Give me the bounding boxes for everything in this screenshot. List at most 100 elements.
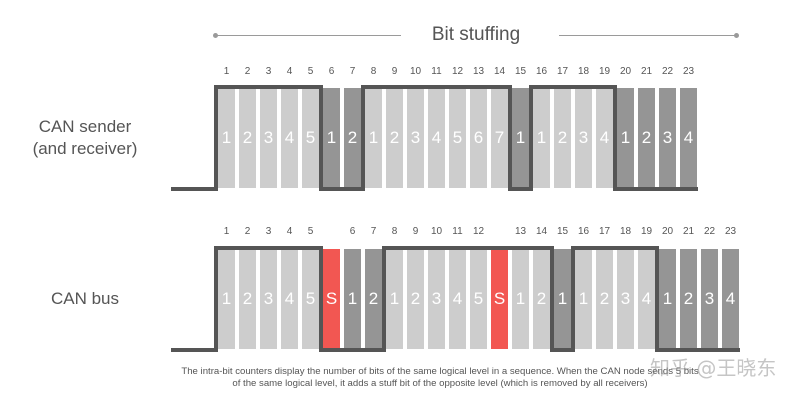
- recessive-bit: 1: [386, 249, 403, 349]
- bit-index-label: 14: [535, 226, 548, 237]
- bit-counter: 1: [326, 128, 337, 147]
- sender-row-label: CAN sender (and receiver): [10, 116, 160, 160]
- dominant-bit: 2: [680, 249, 697, 349]
- bus-waveform-line: [171, 246, 740, 352]
- bit-index-label: 14: [493, 66, 506, 77]
- bus-row-label: CAN bus: [50, 289, 120, 308]
- dominant-bit: 1: [512, 88, 529, 188]
- bit-counter: 1: [557, 289, 568, 308]
- dominant-bit: 1: [344, 249, 361, 349]
- bit-index-label: 11: [452, 226, 463, 237]
- bit-counter: 4: [641, 289, 652, 308]
- title-line-right: [559, 35, 737, 36]
- bit-index-label: 2: [244, 226, 251, 237]
- dominant-bit: 4: [722, 249, 739, 349]
- bit-index-label: 11: [431, 66, 442, 77]
- recessive-bit: 3: [428, 249, 445, 349]
- bit-index-label: 18: [577, 66, 590, 77]
- bit-index-label: 18: [619, 226, 632, 237]
- recessive-bit: 3: [575, 88, 592, 188]
- recessive-bit: 1: [365, 88, 382, 188]
- bit-index-label: 12: [472, 226, 485, 237]
- bit-counter: 1: [662, 289, 673, 308]
- bit-counter: 1: [221, 289, 232, 308]
- bit-index-label: 15: [556, 226, 569, 237]
- bit-counter: 2: [641, 128, 652, 147]
- diagram-title: Bit stuffing: [431, 24, 521, 45]
- bit-counter: 5: [473, 289, 484, 308]
- bit-index-label: 20: [661, 226, 674, 237]
- recessive-bit: 1: [533, 88, 550, 188]
- stuff-bit: S: [491, 249, 508, 349]
- bit-counter: 5: [305, 128, 316, 147]
- bit-counter: 4: [683, 128, 694, 147]
- bit-counter: S: [325, 289, 338, 308]
- bit-counter: 2: [347, 128, 358, 147]
- recessive-bit: 1: [218, 249, 235, 349]
- bit-index-label: 12: [451, 66, 464, 77]
- caption-line1: The intra-bit counters display the numbe…: [181, 366, 699, 377]
- recessive-bit: 2: [407, 249, 424, 349]
- bit-index-label: 9: [412, 226, 419, 237]
- bit-index-label: 4: [286, 66, 293, 77]
- bit-counter: 2: [368, 289, 379, 308]
- bit-index-label: 4: [286, 226, 293, 237]
- bit-counter: 1: [368, 128, 379, 147]
- dominant-bit: 2: [365, 249, 382, 349]
- recessive-bit: 6: [470, 88, 487, 188]
- recessive-bit: 5: [302, 88, 319, 188]
- title-line-left: [215, 35, 401, 36]
- dominant-bit: 1: [617, 88, 634, 188]
- recessive-bit: 5: [449, 88, 466, 188]
- bit-index-label: 17: [598, 226, 611, 237]
- bit-index-label: 20: [619, 66, 632, 77]
- bit-index-label: 22: [703, 226, 716, 237]
- title-line-right-dot: [734, 33, 739, 38]
- bit-counter: 4: [284, 289, 295, 308]
- bit-counter: 3: [704, 289, 715, 308]
- dominant-bit: 1: [323, 88, 340, 188]
- bit-counter: 1: [515, 289, 526, 308]
- bit-index-label: 23: [724, 226, 737, 237]
- sender-waveform-line: [171, 85, 698, 191]
- bit-index-label: 8: [391, 226, 398, 237]
- bit-counter: 4: [431, 128, 442, 147]
- title-header: Bit stuffing: [213, 24, 739, 48]
- bit-index-label: 23: [682, 66, 695, 77]
- bit-counter: 6: [473, 128, 484, 147]
- bit-counter: 3: [431, 289, 442, 308]
- bit-index-label: 5: [307, 226, 314, 237]
- bit-counter: 3: [410, 128, 421, 147]
- bit-index-label: 19: [598, 66, 611, 77]
- bit-index-label: 21: [640, 66, 653, 77]
- bit-counter: 1: [347, 289, 358, 308]
- recessive-bit: 4: [281, 88, 298, 188]
- bit-index-label: 15: [514, 66, 527, 77]
- bit-index-label: 13: [472, 66, 485, 77]
- bit-counter: 2: [683, 289, 694, 308]
- recessive-bit: 3: [260, 88, 277, 188]
- bit-counter: 5: [452, 128, 463, 147]
- bit-index-label: 5: [307, 66, 314, 77]
- bit-counter: 3: [578, 128, 589, 147]
- bit-counter: 3: [620, 289, 631, 308]
- recessive-bit: 5: [470, 249, 487, 349]
- bit-index-label: 2: [244, 66, 251, 77]
- bit-counter: 5: [305, 289, 316, 308]
- bit-counter: 1: [536, 128, 547, 147]
- bit-index-label: 13: [514, 226, 527, 237]
- bit-index-label: 19: [640, 226, 653, 237]
- bit-index-label: 7: [370, 226, 377, 237]
- dominant-bit: 2: [344, 88, 361, 188]
- recessive-bit: 4: [596, 88, 613, 188]
- dominant-bit: 3: [659, 88, 676, 188]
- bit-index-label: 10: [430, 226, 443, 237]
- bit-index-label: 21: [682, 226, 695, 237]
- recessive-bit: 2: [596, 249, 613, 349]
- bit-counter: 2: [410, 289, 421, 308]
- bit-counter: 4: [599, 128, 610, 147]
- bit-index-label: 3: [265, 226, 272, 237]
- bit-index-label: 17: [556, 66, 569, 77]
- bit-counter: S: [493, 289, 506, 308]
